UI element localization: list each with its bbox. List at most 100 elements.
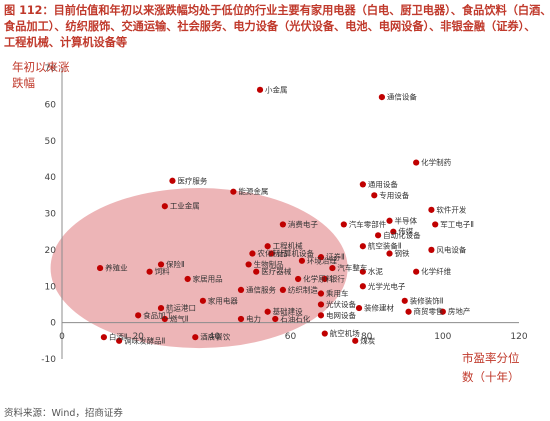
data-point [264,308,271,315]
data-point [371,192,378,199]
point-label: 军工电子Ⅱ [440,219,474,229]
data-point [321,275,328,283]
point-label: 煤炭 [360,335,375,345]
data-point [146,268,153,275]
data-point [386,250,393,257]
point-label: 光伏设备 [326,299,356,309]
data-point [295,275,302,283]
point-label: 化学纤维 [421,266,451,276]
data-point [359,283,366,290]
point-label: 通用设备 [368,179,398,189]
point-label: 环境治理 [307,255,337,265]
axes-layer: -10 0 10 20 30 40 50 60 70 0 20 40 60 80 100 120 [41,64,528,365]
point-label: 航空机场 [330,328,360,338]
highlight-ellipse [50,188,348,349]
point-label: 工业金属 [170,201,200,211]
point-label: 燃气Ⅱ [170,313,189,323]
point-label: 钢铁 [395,248,410,258]
y-tick-label: 50 [45,137,57,147]
point-label: 生物制品 [254,259,284,269]
x-tick-label: 80 [361,332,373,342]
point-label: 通信设备 [387,92,417,102]
data-point [317,254,325,261]
data-point [413,159,420,166]
point-label: 化学原料 [303,273,333,283]
points-layer [96,86,446,344]
data-point [329,264,336,272]
point-label: 通信服务 [246,284,276,294]
caption-line-3: 工程机械、计算机设备等 [4,36,128,49]
y-tick-label: 20 [45,246,57,256]
data-point [96,264,104,272]
y-tick-label: 60 [45,100,57,110]
point-label: 基础建设 [273,306,303,316]
data-point [237,315,245,323]
point-label: 养殖业 [105,263,128,273]
point-label: 农化制品 [257,248,287,258]
data-point [199,297,207,304]
x-tick-label: 60 [285,332,297,342]
data-point [230,188,237,195]
point-label: 商贸零售 [414,306,444,316]
point-label: 石油石化 [280,313,310,323]
point-label: 装修装饰Ⅱ [410,295,444,305]
x-tick-label: 100 [434,332,451,342]
point-label: 酒店餐饮 [200,332,230,342]
point-label: 半导体 [395,215,418,225]
data-point [413,268,420,275]
data-point [272,315,279,323]
point-label: 乘用车 [326,288,349,298]
point-label: 小金属 [265,84,288,94]
data-point [192,334,199,341]
data-point [264,243,271,250]
data-point [386,217,393,224]
point-label: 汽车零部件 [349,219,387,229]
point-label: 银行 [330,273,345,283]
data-point [405,308,412,315]
point-label: 航运港口 [166,303,196,313]
caption-line-2: 食品加工）、纺织服饰、交通运输、社会服务、电力设备（光伏设备、电池、电网设备）、… [4,20,536,33]
x-axis-title-line-1: 市盈率分位 [462,351,520,365]
point-label: 医疗器械 [261,266,291,276]
data-point [116,337,123,344]
data-point [355,304,363,312]
point-label: 调味发酵品Ⅱ [124,335,165,345]
y-axis-title-line-1: 年初以来涨 [12,60,70,74]
data-point [161,203,168,210]
data-point [317,290,325,297]
data-point [169,177,176,184]
point-label: 能源金属 [238,186,268,196]
data-point [256,86,264,93]
data-point [390,228,397,235]
data-point [359,243,366,250]
y-tick-label: 10 [45,282,57,292]
data-point [135,312,142,319]
point-label: 软件开发 [436,204,466,214]
point-label: 装修建材 [364,303,394,313]
data-point [279,286,286,293]
point-label: 消费电子 [288,219,318,229]
data-point [298,257,306,264]
point-label: 工程机械 [273,241,303,251]
data-point [317,312,325,319]
data-point [268,250,275,257]
data-point [245,261,252,268]
data-point [340,221,347,228]
point-label: 专用设备 [379,190,409,200]
x-tick-label: 0 [59,332,65,342]
point-label: 水泥 [368,266,383,276]
point-label: 家居用品 [193,273,223,283]
point-label: 食品加工 [143,310,173,320]
highlight-layer [50,188,348,349]
data-point [279,221,286,228]
point-label: 化学制药 [421,157,451,167]
point-label: 光学光电子 [368,281,406,291]
point-label: 汽车整车 [337,263,367,273]
point-label: 保险Ⅱ [166,259,185,269]
data-point [359,181,366,188]
data-point [439,308,446,315]
point-label: 证券Ⅱ [326,252,345,262]
data-point [428,206,435,213]
